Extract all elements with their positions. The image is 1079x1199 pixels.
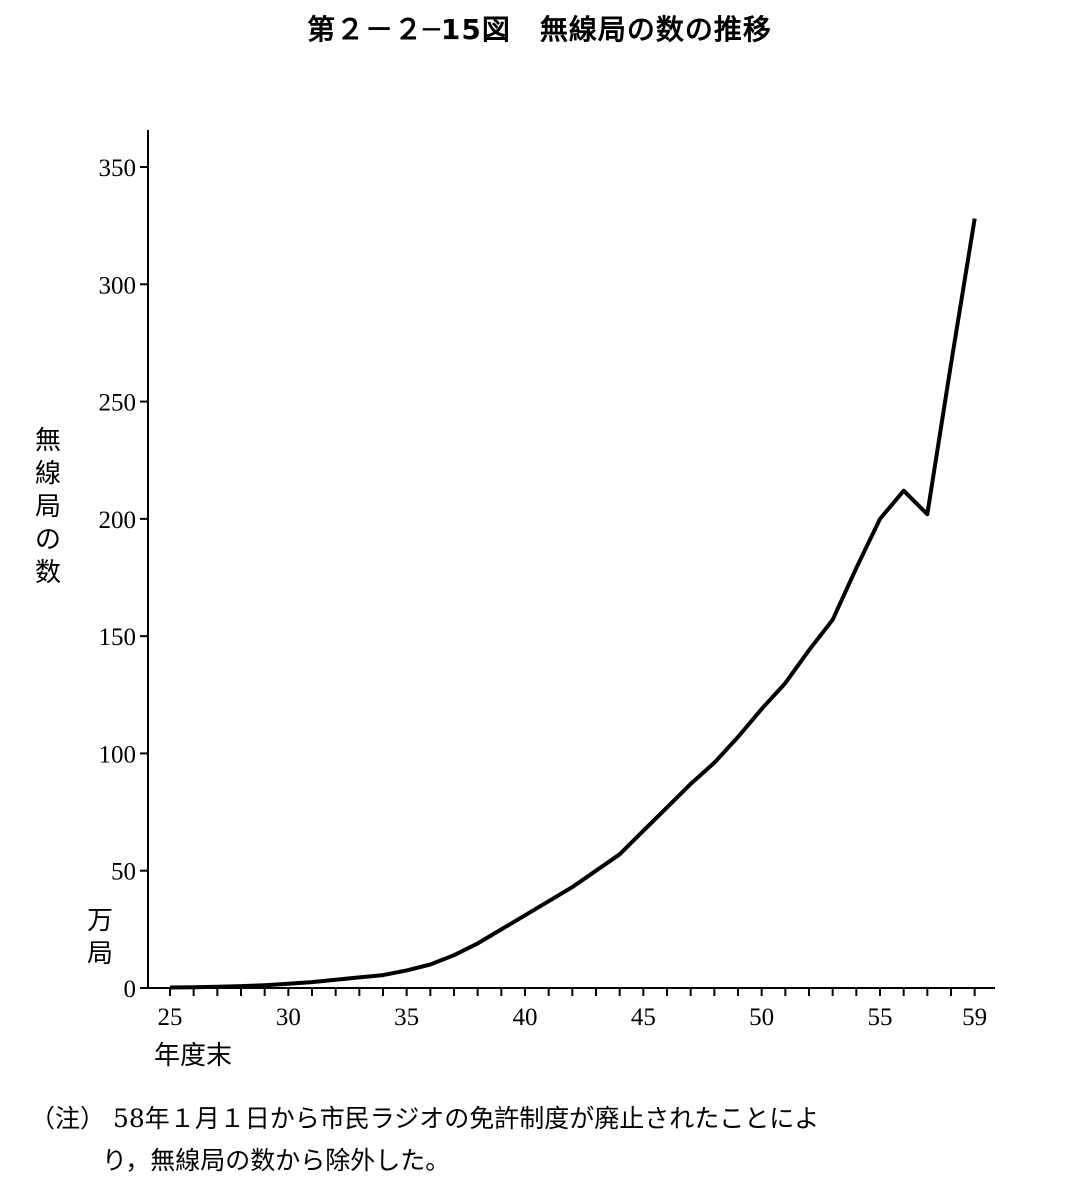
- footnote-prefix: （注）: [30, 1104, 106, 1133]
- y-axis-unit: 万局: [86, 906, 113, 969]
- series-line: [169, 218, 977, 990]
- x-tick-label: 45: [631, 1004, 656, 1031]
- x-tick-label: 59: [962, 1004, 987, 1031]
- y-tick-label: 50: [111, 859, 136, 886]
- y-axis-label: 無線局の数: [34, 426, 61, 588]
- chart-axes: [147, 130, 995, 989]
- chart-title: 第２－２─15図 無線局の数の推移: [307, 13, 772, 46]
- footnote-line-1: 58年１月１日から市民ラジオの免許制度が廃止されたことによ: [112, 1104, 820, 1133]
- x-axis-label: 年度末: [154, 1041, 233, 1071]
- x-tick-label: 40: [513, 1004, 538, 1031]
- y-axis-ticks: 0 50 100 150 200 250 300 350: [99, 155, 148, 1003]
- y-tick-label: 100: [99, 741, 137, 768]
- data-series: [169, 218, 977, 990]
- x-tick-label: 55: [868, 1004, 893, 1031]
- footnote-line-2: り，無線局の数から除外した。: [102, 1146, 451, 1175]
- x-tick-label: 35: [394, 1004, 419, 1031]
- footnote: （注） 58年１月１日から市民ラジオの免許制度が廃止されたことによ り，無線局の…: [30, 1098, 819, 1182]
- y-tick-label: 350: [99, 155, 137, 182]
- x-tick-label: 50: [749, 1004, 774, 1031]
- x-axis-ticks: 25 30 35 40 45 50 55 59: [158, 988, 987, 1031]
- y-tick-label: 0: [124, 976, 137, 1003]
- x-tick-label: 30: [276, 1004, 301, 1031]
- y-tick-label: 150: [99, 624, 137, 651]
- y-tick-label: 300: [99, 272, 137, 299]
- x-tick-label: 25: [158, 1004, 183, 1031]
- y-tick-label: 250: [99, 390, 137, 417]
- y-tick-label: 200: [99, 507, 137, 534]
